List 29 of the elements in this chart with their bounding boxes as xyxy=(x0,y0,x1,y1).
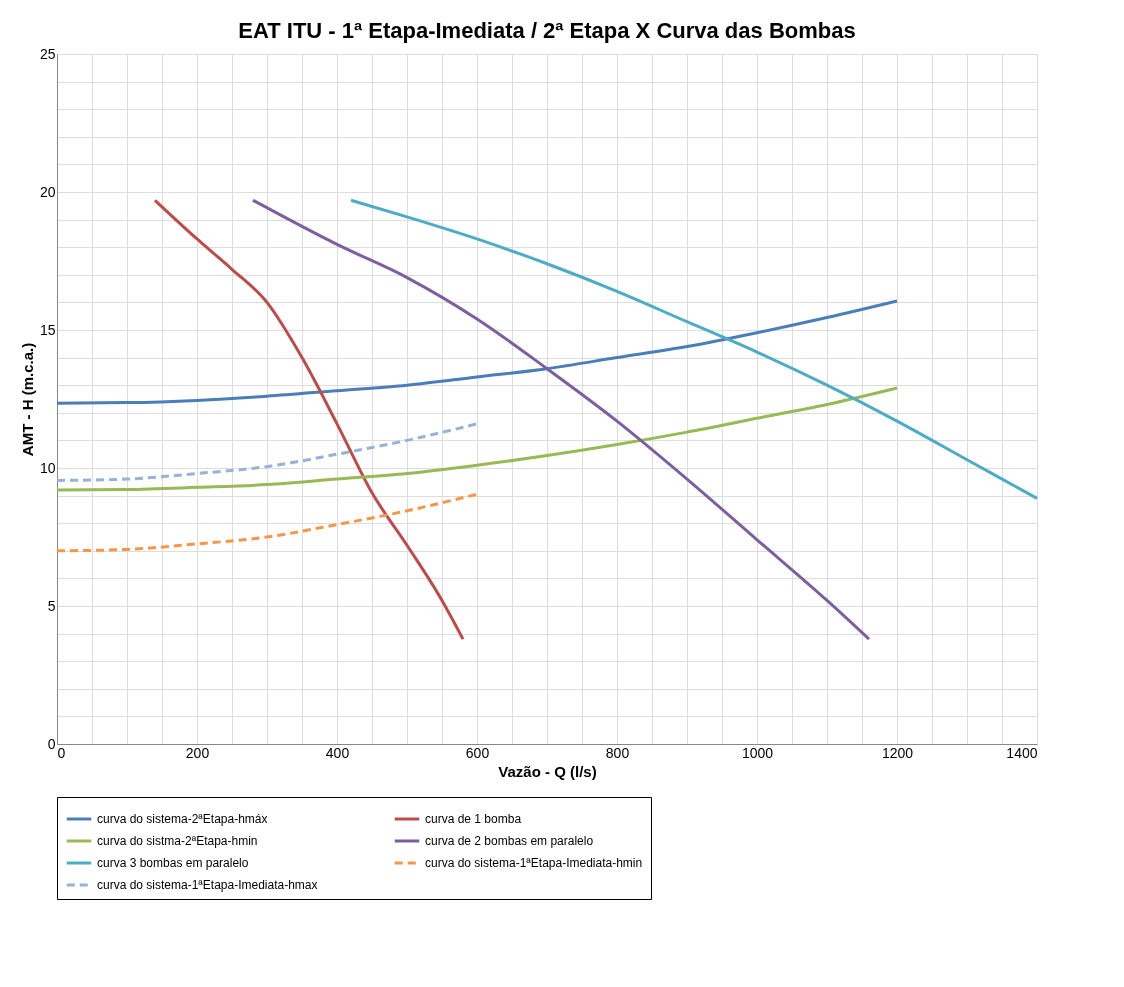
legend-label: curva do sistema-1ªEtapa-Imediata-hmin xyxy=(425,856,643,870)
x-tick-label: 800 xyxy=(605,744,630,761)
y-tick-label: 15 xyxy=(39,321,56,338)
x-tick-label: 400 xyxy=(325,744,350,761)
legend-label: curva do sistema-1ªEtapa-Imediata-hmax xyxy=(97,878,318,892)
line-series xyxy=(55,422,479,482)
chart-title: EAT ITU - 1ª Etapa-Imediata / 2ª Etapa X Curva das Bombas xyxy=(238,18,856,43)
y-axis-title: AMT - H (m.c.a.) xyxy=(18,342,36,457)
x-tick-label: 1400 xyxy=(1006,744,1038,761)
x-tick-label: 1000 xyxy=(741,744,774,761)
line-series xyxy=(153,198,465,641)
line-series xyxy=(251,198,871,641)
x-axis-title: Vazão - Q (l/s) xyxy=(498,762,597,780)
x-tick-label: 600 xyxy=(465,744,490,761)
line-series xyxy=(349,198,1039,500)
legend-label: curva de 2 bombas em paralelo xyxy=(425,834,594,848)
legend-label: curva de 1 bomba xyxy=(425,812,522,826)
legend-label: curva do sistma-2ªEtapa-hmin xyxy=(97,834,258,848)
y-tick-label: 10 xyxy=(39,459,56,476)
legend-label: curva 3 bombas em paralelo xyxy=(97,856,249,870)
y-tick-label: 25 xyxy=(39,45,56,62)
x-tick-label: 1200 xyxy=(881,744,914,761)
line-series xyxy=(55,299,899,405)
x-tick-label: 200 xyxy=(185,744,210,761)
line-series xyxy=(55,386,899,492)
y-tick-label: 5 xyxy=(47,597,56,614)
legend-label: curva do sistema-2ªEtapa-hmáx xyxy=(97,812,268,826)
line-series xyxy=(55,492,479,553)
y-tick-label: 20 xyxy=(39,183,56,200)
